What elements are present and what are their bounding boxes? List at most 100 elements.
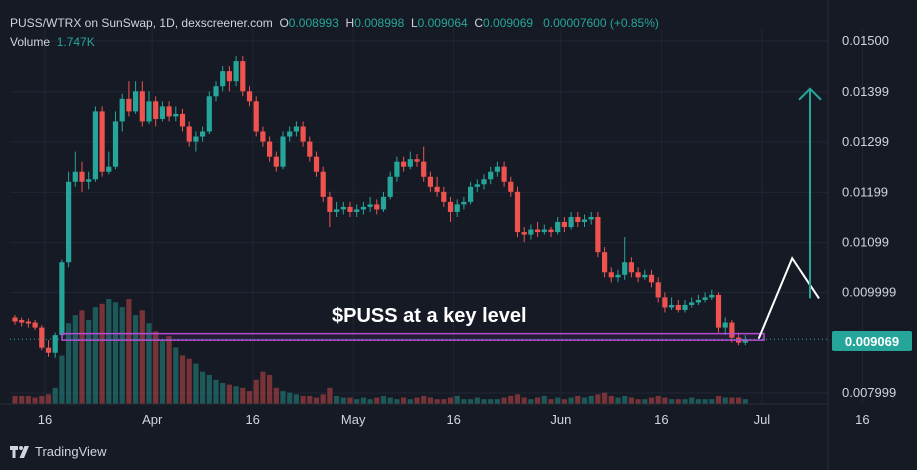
- volume-bar: [407, 399, 413, 404]
- volume-bar: [367, 399, 373, 404]
- volume-bar: [72, 315, 78, 404]
- x-tick-label: Apr: [142, 412, 163, 427]
- volume-bar: [380, 395, 387, 404]
- target-arrow-head: [798, 87, 822, 101]
- pair-title: PUSS/WTRX on SunSwap, 1D, dexscreener.co…: [10, 16, 273, 30]
- tradingview-brand[interactable]: TradingView: [10, 444, 107, 459]
- candle-body: [139, 91, 145, 122]
- volume-bar: [19, 395, 25, 404]
- candle-body: [521, 232, 527, 235]
- volume-bar: [246, 391, 253, 404]
- price-axis[interactable]: 0.01500 0.01399 0.01299 0.01199 0.01099 0.009…: [827, 0, 896, 470]
- x-tick-label: 16: [654, 412, 668, 427]
- volume-bar: [240, 387, 246, 404]
- volume-label: Volume: [10, 35, 51, 49]
- volume-bar: [327, 387, 333, 404]
- volume-bar: [193, 363, 199, 404]
- low-label: L: [410, 16, 418, 30]
- volume-bar: [615, 397, 621, 404]
- candle-body: [334, 209, 340, 212]
- candle-body: [655, 282, 661, 298]
- candle-body: [722, 322, 728, 328]
- candle-body: [635, 272, 641, 278]
- candle-body: [434, 186, 440, 192]
- volume-bar: [555, 397, 561, 404]
- volume-bar: [200, 371, 206, 404]
- volume-bar: [742, 399, 748, 404]
- volume-bar: [642, 399, 648, 404]
- time-axis[interactable]: 16 Apr 16 May 16 Jun 16 Jul 16: [0, 403, 870, 427]
- candle-body: [126, 98, 132, 112]
- volume-bar: [340, 397, 346, 404]
- candle-body: [447, 201, 454, 212]
- candle-body: [535, 229, 541, 233]
- candle-body: [602, 252, 608, 273]
- candle-body: [206, 96, 212, 132]
- x-tick-label: May: [341, 412, 366, 427]
- volume-bar: [447, 397, 454, 404]
- candle-body: [488, 171, 494, 180]
- volume-bar: [12, 395, 18, 404]
- candle-body: [575, 216, 581, 223]
- volume-bar: [655, 395, 661, 404]
- open-value: 0.008993: [288, 16, 339, 30]
- key-level-annotation: $PUSS at a key level: [332, 305, 527, 327]
- volume-bar: [25, 395, 31, 404]
- candle-body: [367, 204, 373, 207]
- volume-bar: [628, 397, 634, 404]
- volume-bar: [260, 371, 266, 404]
- candle-body: [347, 206, 353, 212]
- y-tick-label: 0.01500: [842, 33, 889, 48]
- candle-body: [374, 204, 380, 210]
- candle-body: [159, 106, 165, 119]
- volume-bar: [588, 395, 594, 404]
- candle-body: [421, 161, 427, 177]
- volume-bar: [648, 397, 655, 404]
- x-tick-label: 16: [855, 412, 869, 427]
- volume-bar: [52, 387, 58, 404]
- candle-body: [179, 113, 186, 127]
- candle-body: [414, 159, 420, 162]
- candle-body: [226, 71, 232, 82]
- y-tick-label: 0.01299: [842, 134, 889, 149]
- low-value: 0.009064: [417, 16, 468, 30]
- volume-bar: [307, 395, 313, 404]
- volume-bar: [166, 336, 172, 404]
- candle-body: [675, 304, 681, 310]
- volume-bar: [280, 391, 286, 404]
- volume-bar: [213, 379, 219, 404]
- volume-bar: [146, 323, 152, 404]
- candle-body: [86, 179, 92, 182]
- volume-bar: [45, 394, 52, 404]
- candle-body: [280, 136, 286, 167]
- volume-bar: [79, 310, 85, 404]
- high-value: 0.008998: [354, 16, 405, 30]
- volume-bar: [689, 397, 695, 404]
- candle-body: [313, 156, 320, 172]
- candle-body: [474, 184, 480, 187]
- candle-body: [354, 209, 360, 212]
- candle-body: [287, 131, 293, 137]
- candle-body: [648, 274, 655, 283]
- volume-bar: [253, 379, 259, 404]
- volume-bar: [119, 307, 125, 404]
- volume-bar: [347, 397, 353, 404]
- volume-bar: [126, 299, 132, 404]
- volume-bar: [334, 395, 340, 404]
- volume-bar: [300, 395, 306, 404]
- tradingview-logo-icon: [10, 445, 29, 458]
- candle-body: [146, 101, 152, 122]
- candle-body: [45, 347, 52, 353]
- candle-body: [267, 141, 273, 157]
- volume-bar: [421, 395, 427, 404]
- volume-bar: [461, 399, 467, 404]
- candle-body: [689, 302, 695, 305]
- volume-bar: [387, 397, 393, 404]
- y-tick-label: 0.01099: [842, 235, 889, 250]
- volume-bar: [635, 399, 641, 404]
- volume-bar: [521, 397, 527, 404]
- candle-body: [568, 216, 574, 228]
- volume-bar: [695, 399, 701, 404]
- volume-bar: [86, 320, 92, 404]
